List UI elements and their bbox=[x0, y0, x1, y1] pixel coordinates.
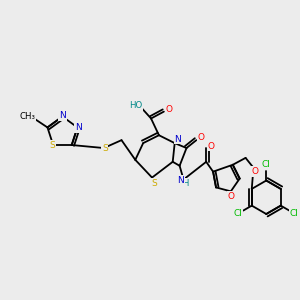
Text: S: S bbox=[151, 179, 157, 188]
Text: O: O bbox=[252, 167, 259, 176]
Text: Cl: Cl bbox=[234, 209, 243, 218]
Text: N: N bbox=[75, 123, 82, 132]
Text: O: O bbox=[198, 133, 205, 142]
Text: N: N bbox=[59, 111, 66, 120]
Text: O: O bbox=[208, 142, 214, 151]
Text: H: H bbox=[182, 179, 189, 188]
Text: CH₃: CH₃ bbox=[20, 112, 36, 121]
Text: HO: HO bbox=[129, 101, 142, 110]
Text: S: S bbox=[49, 140, 55, 149]
Text: Cl: Cl bbox=[262, 160, 271, 169]
Text: N: N bbox=[174, 135, 181, 144]
Text: S: S bbox=[102, 143, 108, 152]
Text: Cl: Cl bbox=[290, 209, 299, 218]
Text: N: N bbox=[177, 176, 184, 185]
Text: O: O bbox=[165, 105, 172, 114]
Text: O: O bbox=[227, 192, 234, 201]
